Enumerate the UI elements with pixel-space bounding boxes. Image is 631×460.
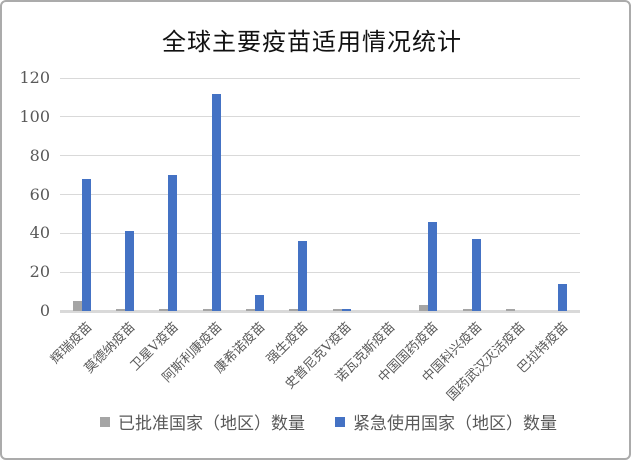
bar-approved-10 — [462, 309, 472, 311]
bar-emergency-12 — [558, 283, 568, 311]
legend-swatch-approved — [100, 416, 110, 427]
gridline-y120 — [60, 77, 580, 79]
chart-title: 全球主要疫苗适用情况统计 — [162, 28, 462, 56]
bar-emergency-6 — [298, 241, 308, 311]
bar-approved-4 — [202, 309, 212, 311]
y-axis-tick-label: 40 — [29, 223, 50, 243]
bar-approved-9 — [419, 305, 429, 311]
gridline-y20 — [60, 271, 580, 273]
bar-approved-1 — [72, 301, 82, 311]
bar-approved-7 — [332, 309, 342, 311]
y-axis-tick-label: 60 — [29, 184, 50, 204]
legend-label-approved: 已批准国家（地区）数量 — [118, 414, 305, 434]
legend-label-emergency: 紧急使用国家（地区）数量 — [353, 414, 557, 434]
gridline-y40 — [60, 232, 580, 234]
bar-emergency-4 — [211, 93, 221, 311]
bar-emergency-3 — [168, 175, 178, 311]
bar-approved-6 — [289, 309, 299, 311]
legend-swatch-emergency — [335, 416, 345, 427]
y-axis-tick-label: 120 — [19, 68, 50, 87]
legend: 已批准国家（地区）数量 紧急使用国家（地区）数量 — [2, 409, 629, 434]
bar-emergency-5 — [255, 295, 264, 311]
bar-approved-2 — [116, 309, 125, 311]
bar-emergency-7 — [341, 309, 351, 311]
gridline-y100 — [60, 116, 580, 118]
bar-emergency-9 — [428, 221, 438, 311]
legend-item-approved: 已批准国家（地区）数量 — [100, 409, 305, 434]
gridline-y0 — [60, 309, 580, 313]
bar-emergency-10 — [471, 239, 481, 311]
bar-approved-3 — [159, 309, 169, 311]
bar-approved-5 — [246, 309, 255, 311]
bar-emergency-2 — [125, 231, 134, 311]
y-axis-tick-label: 20 — [29, 262, 50, 282]
y-axis-tick-label: 100 — [19, 106, 50, 126]
y-axis-tick-label: 80 — [29, 145, 50, 165]
legend-item-emergency: 紧急使用国家（地区）数量 — [335, 409, 557, 434]
gridline-y80 — [60, 155, 580, 157]
bar-approved-11 — [506, 309, 515, 311]
gridline-y60 — [60, 194, 580, 195]
y-axis-tick-label: 0 — [39, 301, 50, 320]
bar-emergency-1 — [81, 178, 91, 311]
